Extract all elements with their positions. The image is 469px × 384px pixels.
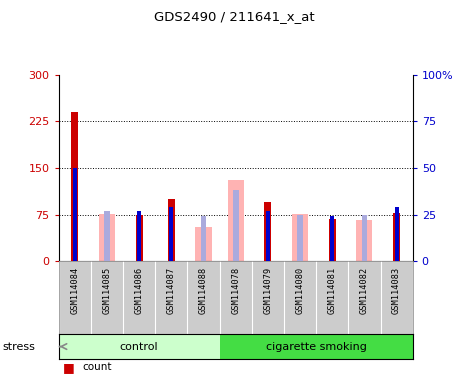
Bar	[137, 211, 141, 261]
Bar	[219, 334, 413, 359]
Bar	[227, 180, 244, 261]
Bar	[233, 190, 239, 261]
Text: GSM114088: GSM114088	[199, 267, 208, 314]
Text: GSM114079: GSM114079	[264, 267, 272, 314]
Text: count: count	[82, 362, 112, 372]
Bar	[99, 214, 115, 261]
Bar	[169, 207, 174, 261]
Bar	[59, 334, 219, 359]
Bar	[196, 227, 212, 261]
Text: GSM114082: GSM114082	[360, 267, 369, 314]
Bar	[393, 213, 400, 261]
Text: GSM114086: GSM114086	[135, 267, 144, 314]
Bar	[356, 220, 372, 261]
Bar	[394, 207, 399, 261]
Text: stress: stress	[2, 341, 35, 352]
Bar	[71, 112, 78, 261]
Text: GSM114078: GSM114078	[231, 267, 240, 314]
Bar	[265, 202, 272, 261]
Bar	[266, 211, 270, 261]
Text: GDS2490 / 211641_x_at: GDS2490 / 211641_x_at	[154, 10, 315, 23]
Bar	[104, 211, 110, 261]
Text: GSM114084: GSM114084	[70, 267, 79, 314]
Bar	[362, 215, 367, 261]
Bar	[297, 215, 303, 261]
Text: GSM114087: GSM114087	[167, 267, 176, 314]
Text: GSM114085: GSM114085	[102, 267, 112, 314]
Bar	[330, 217, 334, 261]
Bar	[201, 217, 206, 261]
Bar	[292, 214, 308, 261]
Bar	[73, 168, 77, 261]
Text: ■: ■	[63, 361, 75, 374]
Text: GSM114080: GSM114080	[295, 267, 304, 314]
Text: ■: ■	[63, 382, 75, 384]
Text: control: control	[120, 341, 159, 352]
Text: GSM114081: GSM114081	[328, 267, 337, 314]
Bar	[136, 215, 143, 261]
Bar	[329, 219, 336, 261]
Text: cigarette smoking: cigarette smoking	[266, 341, 367, 352]
Text: GSM114083: GSM114083	[392, 267, 401, 314]
Bar	[168, 199, 175, 261]
